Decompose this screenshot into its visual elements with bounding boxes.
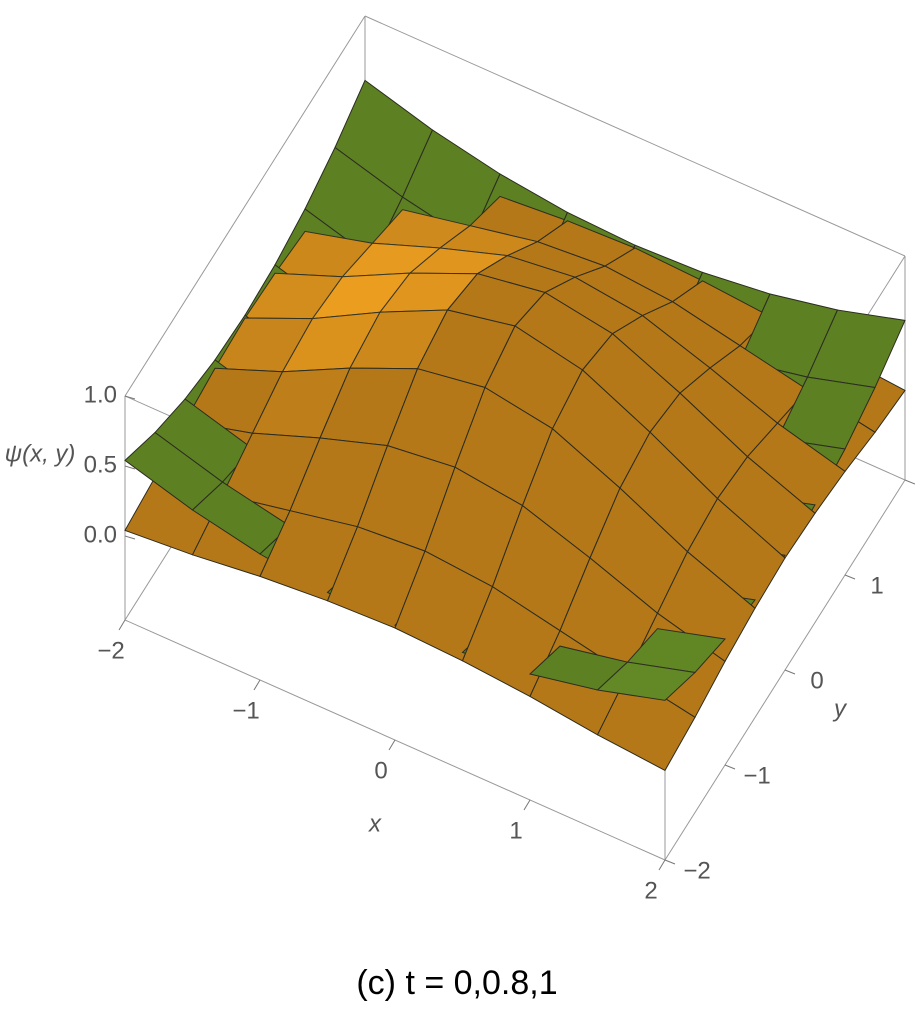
y-tick	[845, 575, 855, 579]
z-tick	[125, 536, 135, 539]
x-tick	[389, 740, 395, 750]
x-tick-label: 2	[644, 877, 657, 904]
x-tick	[119, 620, 125, 630]
x-tick	[254, 680, 260, 690]
z-tick-label: 0.0	[84, 521, 117, 548]
x-tick-label: −2	[97, 637, 124, 664]
x-tick	[524, 800, 530, 810]
z-tick-label: 1.0	[84, 381, 117, 408]
x-tick-label: 1	[509, 817, 522, 844]
y-axis-label: y	[832, 695, 848, 722]
x-tick-label: 0	[374, 757, 387, 784]
y-tick-label: −1	[743, 762, 770, 789]
x-tick-label: −1	[232, 697, 259, 724]
y-tick	[785, 670, 795, 674]
y-tick	[725, 765, 735, 769]
z-tick-label: 0.5	[84, 451, 117, 478]
x-axis-label: x	[368, 810, 382, 837]
y-tick-label: 0	[810, 667, 823, 694]
x-tick	[659, 860, 665, 870]
caption: (c) t = 0,0.8,1	[356, 964, 557, 1002]
y-tick-label: 1	[870, 572, 883, 599]
y-tick-label: −2	[683, 857, 710, 884]
z-axis-label: ψ(x, y)	[5, 440, 76, 467]
y-tick	[905, 480, 915, 484]
y-tick	[665, 860, 675, 864]
